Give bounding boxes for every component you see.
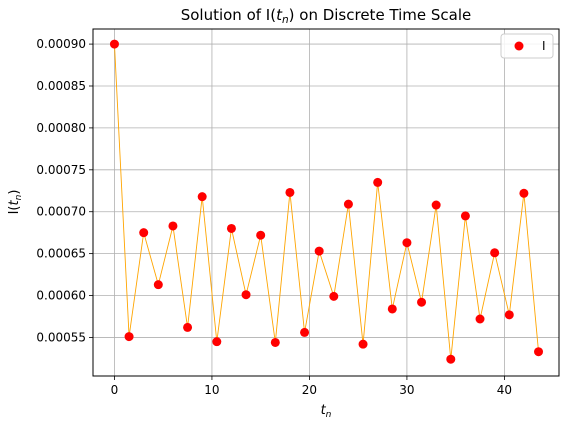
data-point: [183, 322, 193, 332]
series-points-layer: [109, 39, 544, 364]
data-point: [490, 248, 500, 258]
y-tick-label: 0.00055: [36, 330, 86, 344]
data-point: [417, 297, 427, 307]
x-tick-label: 20: [302, 383, 317, 397]
data-point: [446, 354, 456, 364]
y-tick-label: 0.00075: [36, 163, 86, 177]
plot-frame: [92, 28, 560, 377]
legend-marker: [514, 41, 524, 51]
data-point: [431, 200, 441, 210]
data-point: [460, 211, 470, 221]
data-point: [256, 230, 266, 240]
data-point: [314, 246, 324, 256]
data-point: [358, 339, 368, 349]
data-point: [139, 228, 149, 238]
legend: I: [500, 33, 554, 59]
x-tick-label: 30: [399, 383, 414, 397]
chart-title: Solution of I(tn​) on Discrete Time Scal…: [181, 6, 472, 26]
y-axis-title: I(tn​): [7, 190, 24, 215]
data-point: [270, 337, 280, 347]
data-point: [300, 327, 310, 337]
data-point: [109, 39, 119, 49]
data-point: [387, 304, 397, 314]
x-tick-label: 0: [111, 383, 119, 397]
data-point: [402, 238, 412, 248]
y-tick-label: 0.00060: [36, 289, 86, 303]
x-axis-title: tn​: [321, 403, 332, 420]
x-tick-label: 40: [497, 383, 512, 397]
data-point: [212, 337, 222, 347]
data-point: [241, 290, 251, 300]
y-tick-label: 0.00065: [36, 247, 86, 261]
data-point: [329, 291, 339, 301]
series-line-layer: [114, 44, 539, 360]
data-point: [373, 177, 383, 187]
data-point: [168, 221, 178, 231]
data-point: [343, 199, 353, 209]
x-axis-ticks: 0 10 20 30 40: [111, 376, 512, 397]
grid-lines: [93, 29, 559, 376]
data-point: [124, 332, 134, 342]
legend-box: [500, 33, 554, 59]
y-tick-label: 0.00090: [36, 37, 86, 51]
y-tick-label: 0.00085: [36, 79, 86, 93]
data-point: [475, 314, 485, 324]
y-axis-ticks: 0.00055 0.00060 0.00065 0.00070 0.00075 0.000…: [36, 37, 93, 344]
x-tick-label: 10: [204, 383, 219, 397]
data-point: [519, 188, 529, 198]
y-tick-label: 0.00070: [36, 205, 86, 219]
data-point: [226, 223, 236, 233]
data-point: [504, 310, 514, 320]
data-point: [197, 192, 207, 202]
legend-label: I: [542, 39, 546, 53]
y-tick-label: 0.00080: [36, 121, 86, 135]
data-point: [285, 187, 295, 197]
series-line: [114, 44, 539, 360]
data-point: [534, 347, 544, 357]
data-point: [153, 280, 163, 290]
